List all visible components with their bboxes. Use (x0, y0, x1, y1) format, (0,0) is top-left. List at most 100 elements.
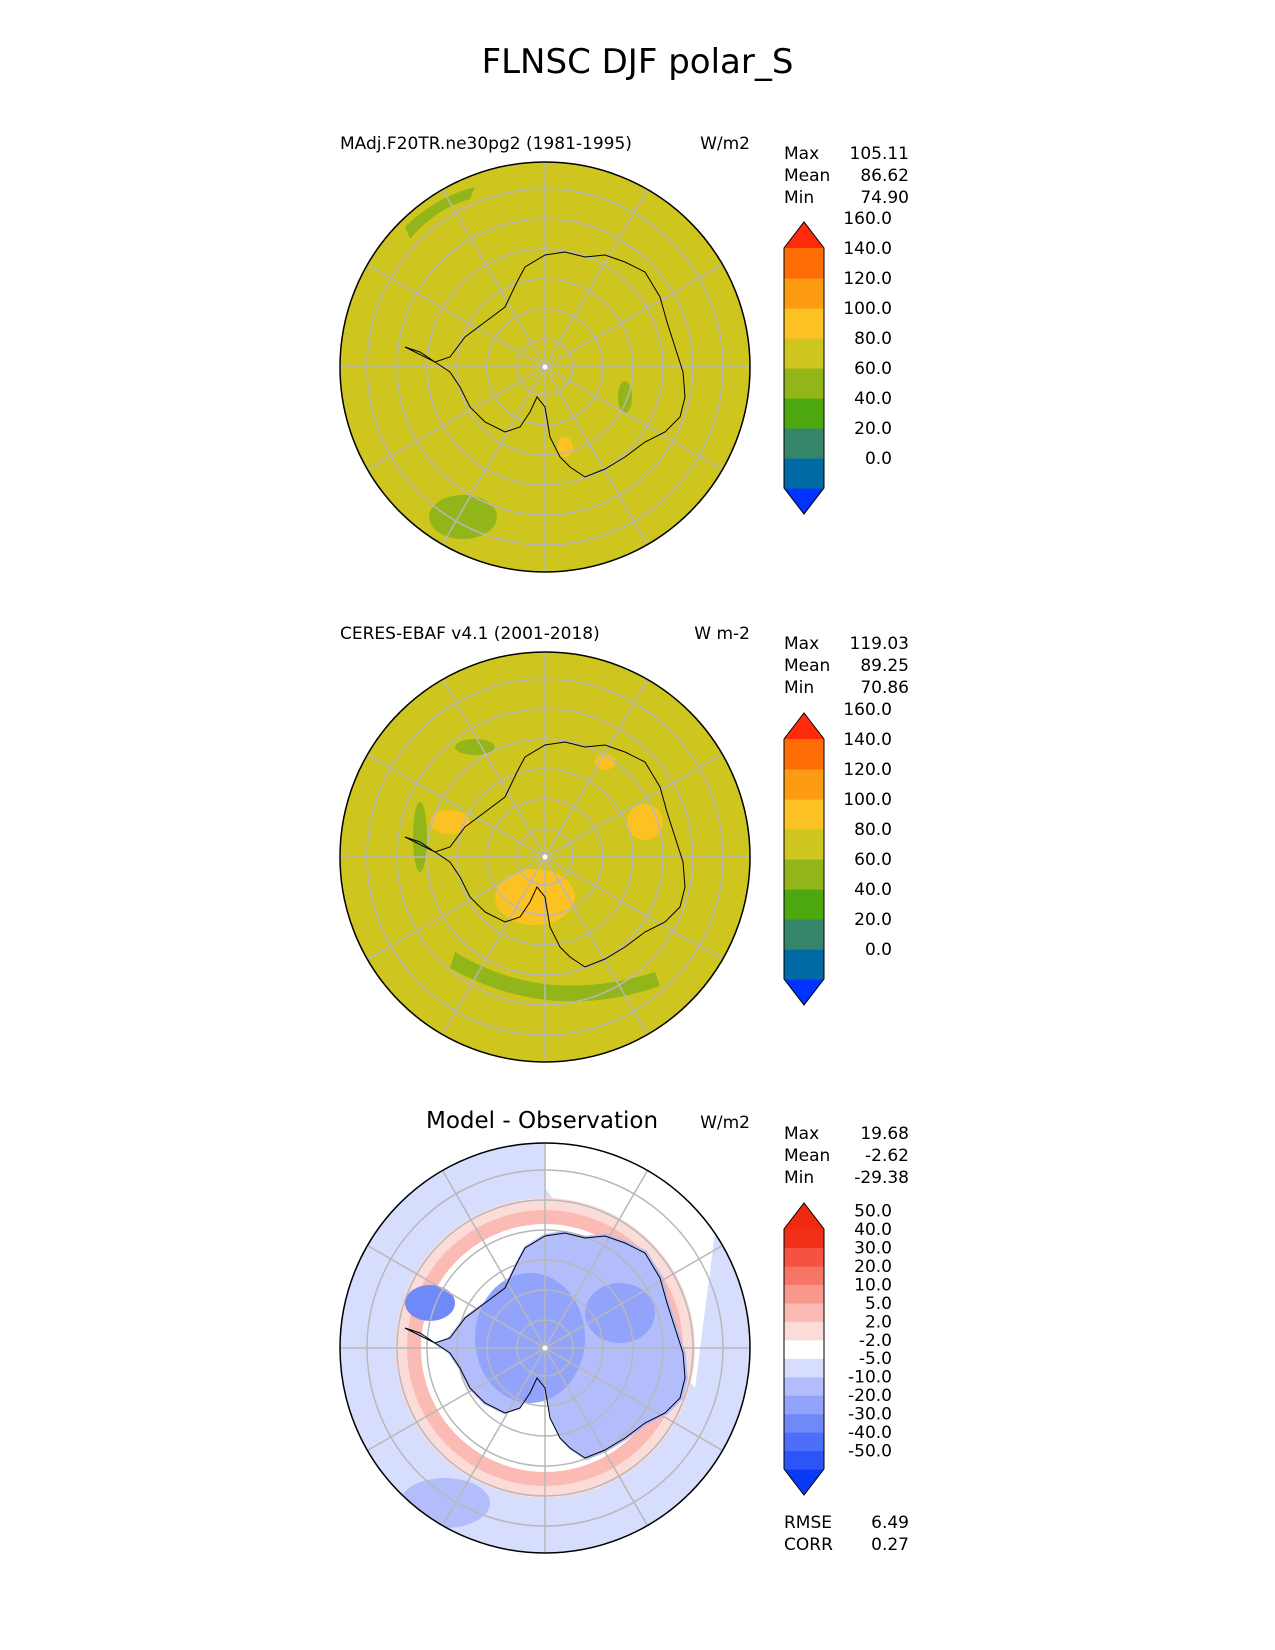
colorbar-tick-label: 40.0 (854, 389, 892, 409)
colorbar-segment (784, 1265, 824, 1285)
colorbar-tick-label: 40.0 (854, 1220, 892, 1240)
map-region (495, 869, 575, 925)
colorbar-segment (784, 769, 824, 800)
colorbar-tick-label: 60.0 (854, 850, 892, 870)
pole-marker (542, 854, 548, 860)
colorbar-extend-low (784, 979, 824, 1005)
colorbar-tick-label: -50.0 (848, 1442, 892, 1462)
map-region (450, 952, 660, 1002)
colorbar-extend-high (784, 1203, 824, 1229)
colorbar-tick-label: 120.0 (843, 269, 892, 289)
colorbar-tick-label: 2.0 (865, 1312, 892, 1332)
colorbar-segment (784, 1413, 824, 1433)
map-region (618, 381, 632, 413)
panel1-stats: Max 105.11 Mean 86.62 Min 74.90 (784, 144, 909, 208)
colorbar-segment (784, 308, 824, 339)
map-region (405, 187, 475, 239)
colorbar-outline (783, 221, 825, 515)
colorbar-segment (784, 1395, 824, 1415)
colorbar-segment (784, 1284, 824, 1304)
colorbar-tick-label: 140.0 (843, 730, 892, 750)
colorbar-tick-label: 60.0 (854, 359, 892, 379)
colorbar-segment (784, 278, 824, 309)
map-boundary (339, 651, 751, 1063)
colorbar-segment (784, 338, 824, 369)
panel2-units: W m-2 (694, 624, 750, 644)
colorbar-segment (784, 248, 824, 279)
colorbar-segment (784, 458, 824, 489)
colorbar-tick-label: -20.0 (848, 1386, 892, 1406)
colorbar-segment (784, 1302, 824, 1322)
colorbar-2: 0.0 20.0 40.0 60.0 80.0 100.0 120.0 140.0 160.0 (783, 700, 892, 1006)
panel3-stats: Max 19.68 Mean -2.62 Min -29.38 (784, 1124, 909, 1188)
colorbar-outline (783, 712, 825, 1006)
panel1-units: W/m2 (700, 134, 750, 154)
panel3-units: W/m2 (700, 1113, 750, 1133)
map-boundary (339, 1142, 751, 1554)
colorbar-segment (784, 1376, 824, 1396)
colorbar-segment (784, 949, 824, 980)
colorbar-tick-label: 20.0 (854, 1257, 892, 1277)
map-boundary (339, 161, 751, 573)
map-region (413, 802, 427, 872)
colorbar-segment (784, 398, 824, 429)
colorbar-tick-label: 80.0 (854, 329, 892, 349)
colorbar-segment (784, 1229, 824, 1249)
colorbar-tick-label: -2.0 (859, 1331, 892, 1351)
colorbar-extend-low (784, 488, 824, 514)
colorbar-segment (784, 859, 824, 890)
colorbar-1: 0.0 20.0 40.0 60.0 80.0 100.0 120.0 140.0 160.0 (783, 209, 892, 515)
map-panel-2 (340, 652, 750, 1062)
colorbar-extend-low (784, 1469, 824, 1495)
colorbar-segment (784, 368, 824, 399)
map-panel-3 (340, 1143, 750, 1553)
colorbar-tick-label: -40.0 (848, 1423, 892, 1443)
colorbar-tick-label: 20.0 (854, 419, 892, 439)
colorbar-tick-label: 140.0 (843, 239, 892, 259)
panel2-title: CERES-EBAF v4.1 (2001-2018) (340, 624, 600, 644)
colorbar-tick-label: 20.0 (854, 910, 892, 930)
colorbar-segment (784, 1432, 824, 1452)
colorbar-tick-label: -10.0 (848, 1368, 892, 1388)
map-region (405, 1285, 455, 1321)
colorbar-tick-label: 0.0 (865, 940, 892, 960)
colorbar-tick-label: 100.0 (843, 299, 892, 319)
panel1-title: MAdj.F20TR.ne30pg2 (1981-1995) (340, 134, 632, 154)
colorbar-segment (784, 919, 824, 950)
map-region (455, 739, 495, 755)
colorbar-tick-label: 120.0 (843, 760, 892, 780)
colorbar-tick-label: -5.0 (859, 1349, 892, 1369)
colorbar-tick-label: -30.0 (848, 1405, 892, 1425)
colorbar-extend-high (784, 713, 824, 739)
colorbar-tick-label: 160.0 (843, 209, 892, 229)
colorbar-tick-label: 50.0 (854, 1202, 892, 1222)
colorbar-tick-label: 80.0 (854, 820, 892, 840)
map-panel-1 (340, 162, 750, 572)
colorbar-tick-label: 100.0 (843, 790, 892, 810)
colorbar-3: -50.0-40.0-30.0-20.0-10.0-5.0-2.02.05.01… (783, 1202, 892, 1496)
colorbar-segment (784, 799, 824, 830)
colorbar-segment (784, 829, 824, 860)
colorbar-segment (784, 1358, 824, 1378)
colorbar-tick-label: 30.0 (854, 1238, 892, 1258)
map-region (595, 754, 615, 770)
panel2-stats: Max 119.03 Mean 89.25 Min 70.86 (784, 634, 909, 698)
colorbar-segment (784, 889, 824, 920)
colorbar-extend-high (784, 222, 824, 248)
colorbar-tick-label: 10.0 (854, 1275, 892, 1295)
map-region (585, 1283, 655, 1343)
figure-title: FLNSC DJF polar_S (481, 42, 794, 82)
colorbar-segment (784, 1339, 824, 1359)
colorbar-segment (784, 428, 824, 459)
colorbar-outline (783, 1202, 825, 1496)
map-region (429, 495, 497, 539)
colorbar-segment (784, 1450, 824, 1470)
colorbar-tick-label: 160.0 (843, 700, 892, 720)
map-region (430, 810, 470, 834)
pole-marker (542, 1345, 548, 1351)
colorbar-tick-label: 40.0 (854, 880, 892, 900)
colorbar-segment (784, 1321, 824, 1341)
colorbar-tick-label: 0.0 (865, 449, 892, 469)
panel3-title: Model - Observation (426, 1108, 659, 1134)
